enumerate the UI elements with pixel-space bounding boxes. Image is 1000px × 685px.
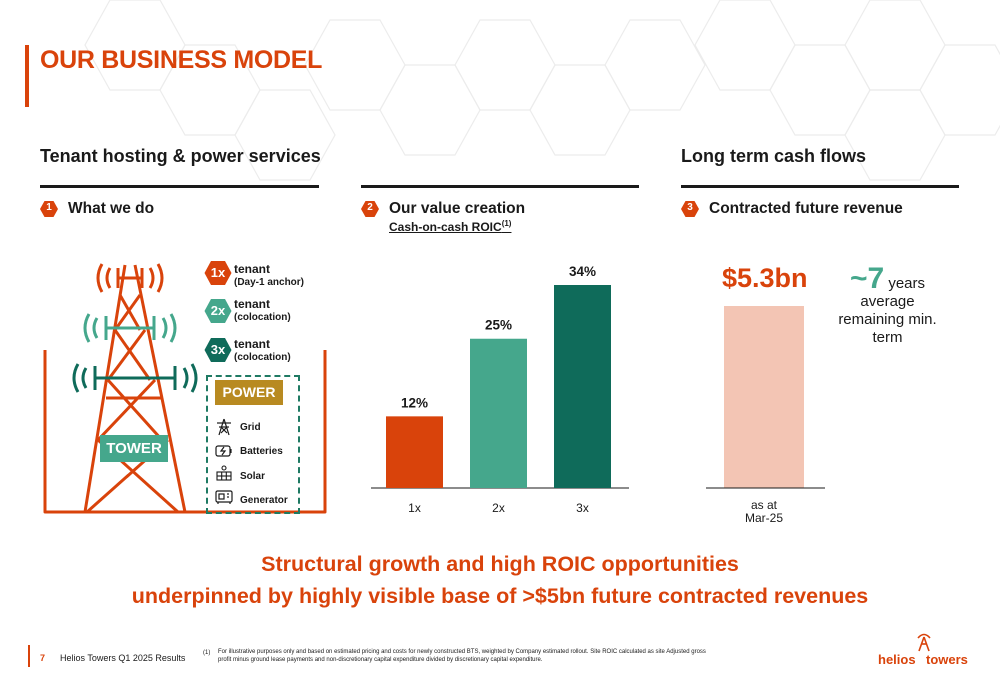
term-number: ~7 (849, 262, 885, 295)
step-3-label: Contracted future revenue (709, 200, 903, 217)
tenant-1x-badge-text: 1x (210, 265, 226, 280)
footnote-number: (1) (203, 650, 211, 656)
roic-x-tick-2x: 2x (492, 501, 505, 515)
roic-value-label-2x: 25% (485, 318, 512, 333)
revenue-x-label: as at Mar-25 (724, 499, 804, 525)
tenant-3x-title: tenant (234, 337, 270, 351)
power-item-batteries: Batteries (240, 446, 283, 457)
roic-value-label-1x: 12% (401, 395, 428, 410)
tenant-2x-title: tenant (234, 297, 270, 311)
step-2-number: 2 (367, 202, 373, 213)
power-item-solar: Solar (240, 471, 266, 482)
roic-bar-1x (386, 416, 443, 488)
tenant-3x-sub: (colocation) (234, 352, 291, 363)
tenant-2x-badge-text: 2x (210, 303, 226, 318)
footnote-text: For illustrative purposes only and based… (218, 649, 706, 663)
step-3: 3 (681, 200, 699, 223)
roic-x-tick-1x: 1x (408, 501, 421, 515)
roic-bar-3x (554, 285, 611, 488)
tenant-1x-title: tenant (234, 262, 270, 276)
footer-page-number: 7 (40, 653, 46, 663)
term-line1: average (860, 293, 915, 310)
remaining-term-callout: ~7 years average remaining min. term (825, 264, 950, 347)
revenue-x-label-line2: Mar-25 (744, 511, 783, 525)
tenant-3x-label: tenant (colocation) (234, 338, 291, 364)
step-1-hex-icon (40, 201, 58, 217)
tenant-2x-sub: (colocation) (234, 312, 291, 323)
title-accent-bar (25, 45, 29, 107)
step-3-hex-icon (681, 201, 699, 217)
generator-icon (215, 490, 233, 504)
revenue-bar-chart (706, 306, 825, 489)
revenue-bar (724, 306, 804, 488)
term-line3: term (872, 329, 903, 346)
logo-tower-icon (917, 633, 931, 652)
power-title: POWER (215, 380, 283, 405)
roic-value-label-3x: 34% (569, 264, 596, 279)
step-2-hex-icon (361, 201, 379, 217)
step-3-number: 3 (687, 202, 693, 213)
tenant-badge-3x: 3x (204, 337, 232, 363)
headline-line1: Structural growth and high ROIC opportun… (261, 552, 739, 576)
rule-contracted-revenue (681, 185, 959, 188)
tenant-1x-sub: (Day-1 anchor) (234, 277, 305, 288)
tenant-2x-hex-icon (204, 299, 232, 323)
power-box (206, 375, 300, 514)
tenant-3x-hex-icon (204, 338, 232, 362)
rule-what-we-do (40, 185, 319, 188)
tenant-badge-2x: 2x (204, 298, 232, 324)
tenant-1x-label: tenant (Day-1 anchor) (234, 263, 304, 289)
revenue-value: $5.3bn (722, 263, 808, 293)
tenant-2x-label: tenant (colocation) (234, 298, 291, 324)
term-unit: years (888, 275, 926, 292)
logo-text-towers: towers (926, 652, 968, 667)
roic-label: Cash-on-cash ROIC (389, 220, 502, 234)
footer-title: Helios Towers Q1 2025 Results (60, 653, 186, 663)
roic-subtitle: Cash-on-cash ROIC(1) (389, 219, 511, 234)
roic-bar-chart: 12% 1x 25% 2x 34% 3x (371, 264, 629, 515)
power-item-generator: Generator (240, 495, 288, 506)
headline-line2: underpinned by highly visible base of >$… (131, 584, 869, 608)
revenue-x-label-line1: as at (750, 498, 777, 512)
section-heading-left: Tenant hosting & power services (40, 146, 321, 166)
term-line2: remaining min. (838, 311, 937, 328)
grid-pylon-icon (217, 418, 231, 436)
logo-text-helios: helios (878, 652, 916, 667)
tenant-badge-1x: 1x (204, 260, 232, 286)
roic-bar-2x (470, 338, 527, 488)
battery-icon (215, 445, 232, 457)
roic-x-tick-3x: 3x (576, 501, 589, 515)
tenant-1x-hex-icon (204, 261, 232, 285)
power-item-grid: Grid (240, 422, 261, 433)
step-1-label: What we do (68, 200, 155, 217)
tower-label: TOWER (100, 435, 168, 462)
roic-footnote-ref: (1) (501, 219, 512, 228)
step-2-label: Our value creation (389, 200, 526, 217)
step-1-number: 1 (46, 202, 52, 213)
page-title: OUR BUSINESS MODEL (40, 46, 323, 74)
helios-towers-logo: helios towers (878, 632, 968, 672)
footer-accent (28, 645, 30, 667)
solar-panel-icon (216, 465, 232, 481)
section-heading-right: Long term cash flows (681, 146, 867, 166)
step-2: 2 (361, 200, 379, 223)
rule-value-creation (361, 185, 639, 188)
tenant-3x-badge-text: 3x (210, 342, 226, 357)
step-1: 1 (40, 200, 58, 223)
